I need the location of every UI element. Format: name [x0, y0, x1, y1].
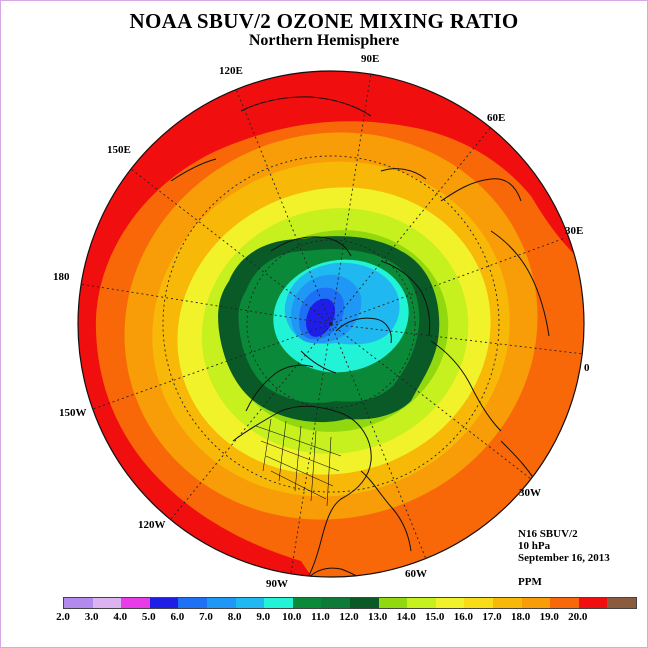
figure-title: NOAA SBUV/2 OZONE MIXING RATIO: [129, 9, 519, 33]
legend-swatch: [149, 598, 179, 608]
legend-tick-label: 17.0: [482, 611, 502, 623]
lon-label-60e: 60E: [487, 112, 505, 124]
legend-swatch: [92, 598, 122, 608]
lon-label-150w: 150W: [59, 407, 87, 419]
legend-tick-label: 7.0: [199, 611, 213, 623]
legend-swatch: [464, 598, 493, 608]
lon-label-90w: 90W: [266, 578, 288, 590]
legend-swatch: [292, 598, 322, 608]
legend-swatch: [550, 598, 579, 608]
legend-tick-label: 5.0: [141, 611, 156, 623]
legend-tick-label: 13.0: [367, 611, 388, 623]
legend-swatch: [264, 598, 293, 608]
lon-label-90e: 90E: [361, 53, 379, 65]
legend-tick-label: 8.0: [227, 611, 242, 623]
date-label: September 16, 2013: [518, 552, 610, 564]
meridians: [79, 72, 584, 574]
lon-label-0: 0: [584, 362, 590, 374]
ozone-field: [78, 71, 584, 577]
coastlines: [170, 96, 554, 577]
legend-swatch: [321, 598, 350, 608]
legend-swatch: [121, 598, 150, 608]
state-grid: [255, 418, 342, 507]
lon-label-180: 180: [53, 271, 70, 283]
legend-swatch: [578, 598, 608, 608]
lon-label-60w: 60W: [405, 568, 427, 580]
legend-swatch: [235, 598, 265, 608]
legend-swatch: [349, 598, 379, 608]
legend-swatch: [64, 598, 93, 608]
legend-swatch: [607, 598, 636, 608]
legend-swatch: [492, 598, 522, 608]
globe-outline: [77, 70, 585, 578]
legend-tick-label: 16.0: [453, 611, 474, 623]
legend-tick-label: 19.0: [539, 611, 559, 623]
legend-swatch: [378, 598, 408, 608]
band-5-6: [306, 298, 336, 337]
latitude-circles: [162, 155, 500, 493]
legend-tick-label: 4.0: [113, 611, 128, 623]
legend-tick-label: 15.0: [425, 611, 445, 623]
pressure-level: 10 hPa: [518, 540, 551, 552]
legend-tick-label: 12.0: [339, 611, 359, 623]
legend-swatch: [178, 598, 207, 608]
color-legend: [63, 597, 637, 609]
legend-swatch: [435, 598, 465, 608]
legend-swatch: [407, 598, 436, 608]
legend-swatch: [206, 598, 236, 608]
legend-tick-label: 6.0: [170, 611, 185, 623]
longitude-labels: 0 30E 60E 90E 120E 150E 180 150W 120W 90…: [53, 53, 590, 590]
legend-tick-label: 18.0: [510, 611, 531, 623]
lon-label-120w: 120W: [138, 519, 166, 531]
lon-label-30w: 30W: [519, 487, 541, 499]
info-block: N16 SBUV/2 10 hPa September 16, 2013 PPM: [518, 528, 610, 588]
legend-tick-label: 10.0: [282, 611, 302, 623]
satellite-label: N16 SBUV/2: [518, 528, 578, 540]
lon-label-120e: 120E: [219, 65, 243, 77]
lon-label-150e: 150E: [107, 144, 131, 156]
lon-label-30e: 30E: [565, 225, 583, 237]
legend-tick-label: 2.0: [56, 611, 70, 623]
legend-tick-label: 20.0: [568, 611, 588, 623]
legend-tick-label: 3.0: [84, 611, 99, 623]
legend-tick-label: 9.0: [256, 611, 271, 623]
unit-label: PPM: [518, 576, 542, 588]
legend-tick-label: 11.0: [311, 611, 330, 623]
legend-tick-label: 14.0: [396, 611, 416, 623]
legend-ticks: 2.0 3.0 4.0 5.0 6.0 7.0 8.0 9.0 10.0 11.0 12.0 13.0…: [55, 611, 601, 625]
figure-subtitle: Northern Hemisphere: [248, 32, 400, 49]
legend-swatch: [521, 598, 551, 608]
